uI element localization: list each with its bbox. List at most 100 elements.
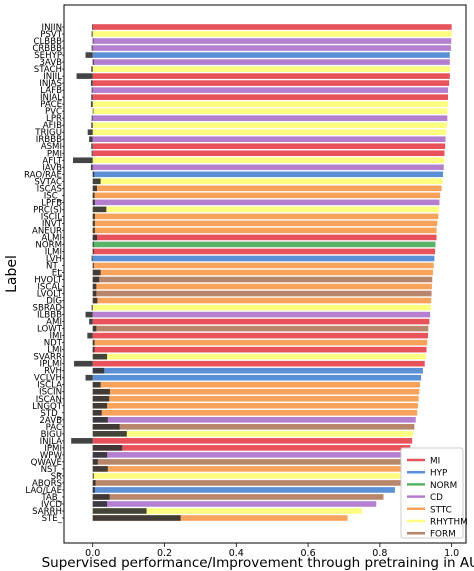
improvement-bar-LVOLT bbox=[92, 290, 97, 297]
y-tick-label-AFLT: AFLT bbox=[42, 156, 62, 166]
y-tick-label-NST_: NST_ bbox=[41, 465, 63, 475]
improvement-bar-SVARR bbox=[92, 353, 108, 360]
y-tick-label-AMI: AMI bbox=[46, 318, 62, 328]
y-tick-label-ISCIL: ISCIL bbox=[41, 212, 63, 222]
bar-IMI bbox=[92, 332, 428, 339]
bar-LMI bbox=[92, 346, 427, 353]
improvement-bar-PACE bbox=[90, 101, 93, 107]
improvement-bar-INJAS bbox=[90, 80, 93, 86]
improvement-bar-AFIB bbox=[91, 122, 93, 128]
bar-LAO/LAE bbox=[92, 487, 395, 493]
y-tick-label-PAC: PAC bbox=[46, 423, 62, 433]
y-tick-label-PSVT: PSVT bbox=[40, 30, 63, 40]
y-tick-label-2AVB: 2AVB bbox=[39, 416, 62, 426]
improvement-bar-RVH bbox=[92, 367, 105, 374]
bar-ILBBB bbox=[92, 311, 431, 318]
bar-LVOLT bbox=[92, 290, 432, 297]
improvement-bar-INVT bbox=[92, 220, 95, 227]
bar-STD_ bbox=[92, 409, 418, 416]
bar-IPMI bbox=[92, 445, 411, 451]
improvement-bar-SBRAD bbox=[91, 304, 93, 311]
bar-ALMI bbox=[92, 234, 437, 241]
bar-ISCAN bbox=[92, 395, 419, 402]
bar-AMI bbox=[92, 318, 430, 325]
bar-BIGU bbox=[92, 431, 414, 437]
y-tick-label-PACE: PACE bbox=[40, 100, 62, 110]
improvement-bar-LVH bbox=[91, 255, 93, 262]
improvement-bar-STD_ bbox=[92, 409, 102, 416]
bar-PSVT bbox=[92, 31, 452, 37]
y-tick-label-PVC: PVC bbox=[45, 107, 62, 117]
y-tick-label-SVARR: SVARR bbox=[33, 353, 62, 363]
y-tick-label-LVH: LVH bbox=[46, 254, 62, 264]
improvement-bar-ISCLA bbox=[92, 381, 101, 388]
improvement-bar-STACH bbox=[91, 66, 93, 72]
improvement-bar-INJIL bbox=[76, 73, 93, 79]
y-tick-label-SARRH: SARRH bbox=[32, 507, 62, 517]
improvement-bar-LAO/LAE bbox=[92, 487, 95, 493]
improvement-bar-BIGU bbox=[92, 431, 127, 437]
legend-label-CD: CD bbox=[430, 493, 443, 503]
y-tick-label-ISCAS: ISCAS bbox=[37, 184, 62, 194]
bar-CRBBB bbox=[92, 45, 451, 51]
bar-SBRAD bbox=[92, 304, 431, 311]
bar-ISCIL bbox=[92, 213, 439, 220]
y-tick-label-IAVB: IAVB bbox=[42, 163, 62, 173]
y-tick-label-SR: SR bbox=[51, 472, 62, 482]
bar-INJLA bbox=[92, 438, 413, 444]
improvement-bar-EL bbox=[92, 269, 101, 276]
improvement-bar-LAFB bbox=[91, 87, 93, 93]
improvement-bar-QWAVE bbox=[92, 459, 98, 465]
y-tick-label-NDT: NDT bbox=[44, 339, 63, 349]
bar-STACH bbox=[92, 66, 450, 72]
bar-ABQRS bbox=[92, 480, 404, 486]
y-tick-label-PRC(S): PRC(S) bbox=[33, 205, 62, 215]
y-tick-label-AFIB: AFIB bbox=[43, 121, 62, 131]
bar-TRIGU bbox=[92, 129, 447, 136]
y-tick-label-TAB_: TAB_ bbox=[40, 493, 62, 503]
bar-SEHYP bbox=[92, 52, 450, 58]
improvement-bar-LMI bbox=[92, 346, 95, 353]
legend-label-NORM: NORM bbox=[430, 481, 457, 491]
bar-INJIN bbox=[92, 24, 452, 30]
y-tick-label-IVCD: IVCD bbox=[41, 500, 62, 510]
improvement-bar-PVC bbox=[92, 108, 94, 114]
bar-RAO/RAE bbox=[92, 171, 444, 178]
y-tick-label-LMI: LMI bbox=[47, 346, 62, 356]
y-tick-label-STACH: STACH bbox=[34, 65, 62, 75]
x-axis-label: Supervised performance/Improvement throu… bbox=[42, 555, 474, 571]
improvement-bar-SR bbox=[92, 473, 94, 479]
y-tick-label-ILBBB: ILBBB bbox=[37, 311, 62, 321]
x-tick-label-0.4: 0.4 bbox=[229, 548, 244, 559]
bar-IPLMI bbox=[92, 360, 425, 367]
improvement-bar-TAB_ bbox=[92, 494, 110, 500]
bar-ISCAL bbox=[92, 283, 432, 290]
improvement-bar-PRC(S) bbox=[92, 206, 107, 213]
bar-EL bbox=[92, 269, 433, 276]
y-tick-label-SEHYP: SEHYP bbox=[34, 51, 62, 61]
bar-PRC(S) bbox=[92, 206, 440, 213]
y-tick-label-INJIN: INJIN bbox=[42, 23, 62, 33]
y-tick-label-3AVB: 3AVB bbox=[39, 58, 62, 68]
bar-INJAS bbox=[92, 80, 450, 86]
bar-DIG bbox=[92, 297, 432, 304]
legend: MI HYP NORM CD STTC RHYTHM FORM bbox=[400, 447, 468, 540]
plot-frame bbox=[63, 4, 467, 544]
bar-INJIL bbox=[92, 73, 450, 79]
y-tick-label-TRIGU: TRIGU bbox=[34, 128, 62, 138]
bar-LPFB bbox=[92, 199, 440, 206]
improvement-bar-ISCAN bbox=[92, 395, 110, 402]
y-tick-label-LAFB: LAFB bbox=[40, 86, 62, 96]
bar-IRBBB bbox=[92, 136, 446, 143]
bar-NT_ bbox=[92, 262, 434, 269]
y-tick-label-STE_: STE_ bbox=[42, 514, 63, 524]
improvement-bar-SVTAC bbox=[92, 178, 101, 185]
y-tick-label-SBRAD: SBRAD bbox=[33, 304, 63, 314]
y-tick-label-INJAL: INJAL bbox=[40, 93, 62, 103]
improvement-bar-CLBBB bbox=[92, 38, 94, 44]
y-tick-label-INVT: INVT bbox=[42, 219, 63, 229]
bars-group bbox=[71, 24, 452, 521]
improvement-bar-PSVT bbox=[91, 31, 93, 37]
legend-label-STTC: STTC bbox=[430, 505, 452, 515]
improvement-bar-ANEUR bbox=[92, 227, 95, 234]
